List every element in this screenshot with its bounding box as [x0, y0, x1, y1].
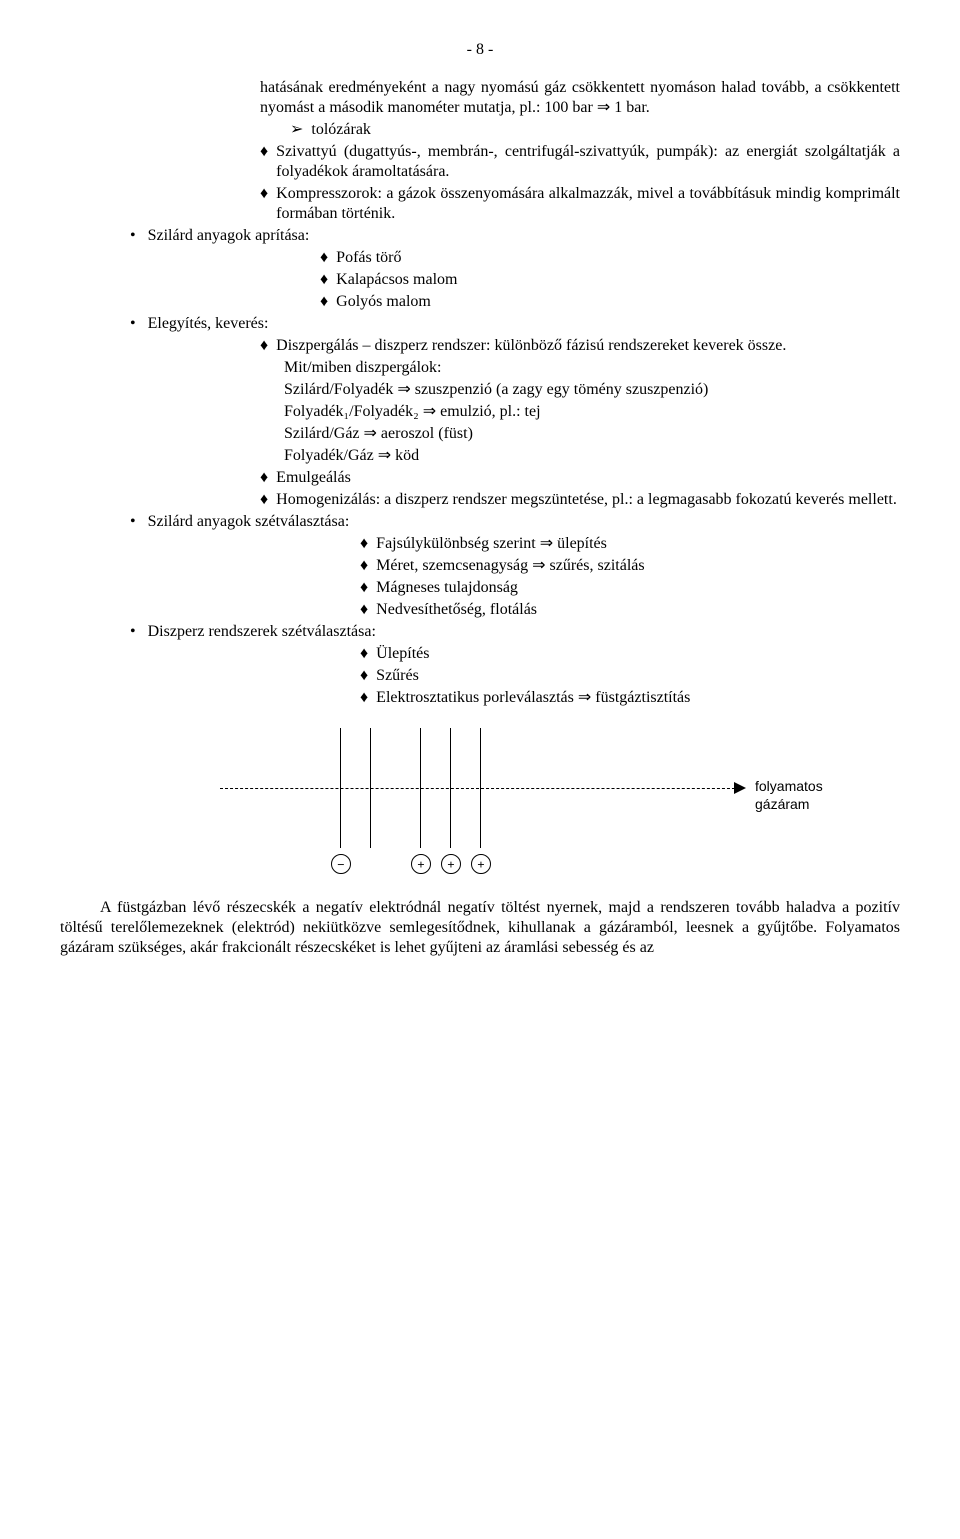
section-3-title: • Szilárd anyagok szétválasztása:	[130, 512, 900, 532]
electrode-line	[450, 728, 451, 848]
sec3-item: ♦ Méret, szemcsenagyság ⇒ szűrés, szitál…	[360, 556, 900, 576]
sec3-item-text: Nedvesíthetőség, flotálás	[376, 600, 900, 620]
sec1-item-text: Pofás törő	[336, 248, 900, 268]
diamond-icon: ♦	[360, 556, 376, 576]
diamond-item-2: ♦ Kompresszorok: a gázok összenyomására …	[260, 184, 900, 224]
bullet-icon: •	[130, 622, 148, 642]
sec1-item-text: Golyós malom	[336, 292, 900, 312]
diamond-icon: ♦	[360, 534, 376, 554]
sec4-item-text: Szűrés	[376, 666, 900, 686]
electrode-positive: +	[411, 854, 431, 874]
section-2-label: Elegyítés, keverés:	[148, 314, 900, 334]
sec4-item: ♦ Szűrés	[360, 666, 900, 686]
diamond-icon: ♦	[260, 336, 276, 356]
sec3-item: ♦ Nedvesíthetőség, flotálás	[360, 600, 900, 620]
diamond-icon: ♦	[260, 490, 276, 510]
sec1-item: ♦ Kalapácsos malom	[320, 270, 900, 290]
electrode-negative: −	[331, 854, 351, 874]
sec3-item: ♦ Mágneses tulajdonság	[360, 578, 900, 598]
arrow-text: tolózárak	[311, 120, 900, 140]
sec1-item: ♦ Golyós malom	[320, 292, 900, 312]
page-number: - 8 -	[60, 40, 900, 60]
diamond-icon: ♦	[360, 578, 376, 598]
diamond-icon: ♦	[360, 600, 376, 620]
sec2-subline: Szilárd/Folyadék ⇒ szuszpenzió (a zagy e…	[284, 380, 900, 400]
electrostatic-diagram: folyamatos gázáram − + + +	[220, 728, 860, 888]
sec3-item: ♦ Fajsúlykülönbség szerint ⇒ ülepítés	[360, 534, 900, 554]
bullet-icon: •	[130, 226, 148, 246]
bottom-paragraph: A füstgázban lévő részecskék a negatív e…	[60, 898, 900, 958]
sec2-d1: ♦ Diszpergálás – diszperz rendszer: külö…	[260, 336, 900, 356]
bullet-icon: •	[130, 314, 148, 334]
sec2-d1-text: Diszpergálás – diszperz rendszer: különb…	[276, 336, 900, 356]
sec2-d2: ♦ Emulgeálás	[260, 468, 900, 488]
arrow-item: ➢ tolózárak	[290, 120, 900, 140]
sec4-item: ♦ Ülepítés	[360, 644, 900, 664]
electrode-positive: +	[471, 854, 491, 874]
section-1-title: • Szilárd anyagok aprítása:	[130, 226, 900, 246]
diamond-icon: ♦	[360, 644, 376, 664]
sec1-item: ♦ Pofás törő	[320, 248, 900, 268]
diamond-icon: ♦	[260, 184, 276, 224]
diamond-text-2: Kompresszorok: a gázok összenyomására al…	[276, 184, 900, 224]
sec1-item-text: Kalapácsos malom	[336, 270, 900, 290]
gas-flow-label: folyamatos gázáram	[755, 778, 860, 813]
sec3-item-text: Fajsúlykülönbség szerint ⇒ ülepítés	[376, 534, 900, 554]
section-4-label: Diszperz rendszerek szétválasztása:	[148, 622, 900, 642]
section-2-title: • Elegyítés, keverés:	[130, 314, 900, 334]
sec2-d2-text: Emulgeálás	[276, 468, 900, 488]
section-4-title: • Diszperz rendszerek szétválasztása:	[130, 622, 900, 642]
electrode-line	[420, 728, 421, 848]
sec2-d3: ♦ Homogenizálás: a diszperz rendszer meg…	[260, 490, 900, 510]
diamond-icon: ♦	[320, 270, 336, 290]
sec2-subline: Mit/miben diszpergálok:	[284, 358, 900, 378]
electrode-line	[370, 728, 371, 848]
sec4-item-text: Ülepítés	[376, 644, 900, 664]
section-1-label: Szilárd anyagok aprítása:	[148, 226, 900, 246]
diamond-text-1: Szivattyú (dugattyús-, membrán-, centrif…	[276, 142, 900, 182]
diamond-item-1: ♦ Szivattyú (dugattyús-, membrán-, centr…	[260, 142, 900, 182]
diamond-icon: ♦	[260, 468, 276, 488]
sec2-subline: Folyadék/Gáz ⇒ köd	[284, 446, 900, 466]
electrode-positive: +	[441, 854, 461, 874]
diamond-icon: ♦	[360, 688, 376, 708]
electrode-line	[340, 728, 341, 848]
diamond-icon: ♦	[260, 142, 276, 182]
arrowhead-icon	[734, 782, 746, 794]
sec4-item-text: Elektrosztatikus porleválasztás ⇒ füstgá…	[376, 688, 900, 708]
sec3-item-text: Mágneses tulajdonság	[376, 578, 900, 598]
diamond-icon: ♦	[320, 292, 336, 312]
sec3-item-text: Méret, szemcsenagyság ⇒ szűrés, szitálás	[376, 556, 900, 576]
electrode-line	[480, 728, 481, 848]
sec2-d3-text: Homogenizálás: a diszperz rendszer megsz…	[276, 490, 900, 510]
sec2-subline: Folyadék₁/Folyadék₂ ⇒ emulzió, pl.: tej	[284, 402, 900, 422]
diamond-icon: ♦	[320, 248, 336, 268]
sec2-subline: Szilárd/Gáz ⇒ aeroszol (füst)	[284, 424, 900, 444]
bullet-icon: •	[130, 512, 148, 532]
top-paragraph: hatásának eredményeként a nagy nyomású g…	[260, 78, 900, 118]
sec4-item: ♦ Elektrosztatikus porleválasztás ⇒ füst…	[360, 688, 900, 708]
diamond-icon: ♦	[360, 666, 376, 686]
arrow-icon: ➢	[290, 120, 311, 140]
section-3-label: Szilárd anyagok szétválasztása:	[148, 512, 900, 532]
